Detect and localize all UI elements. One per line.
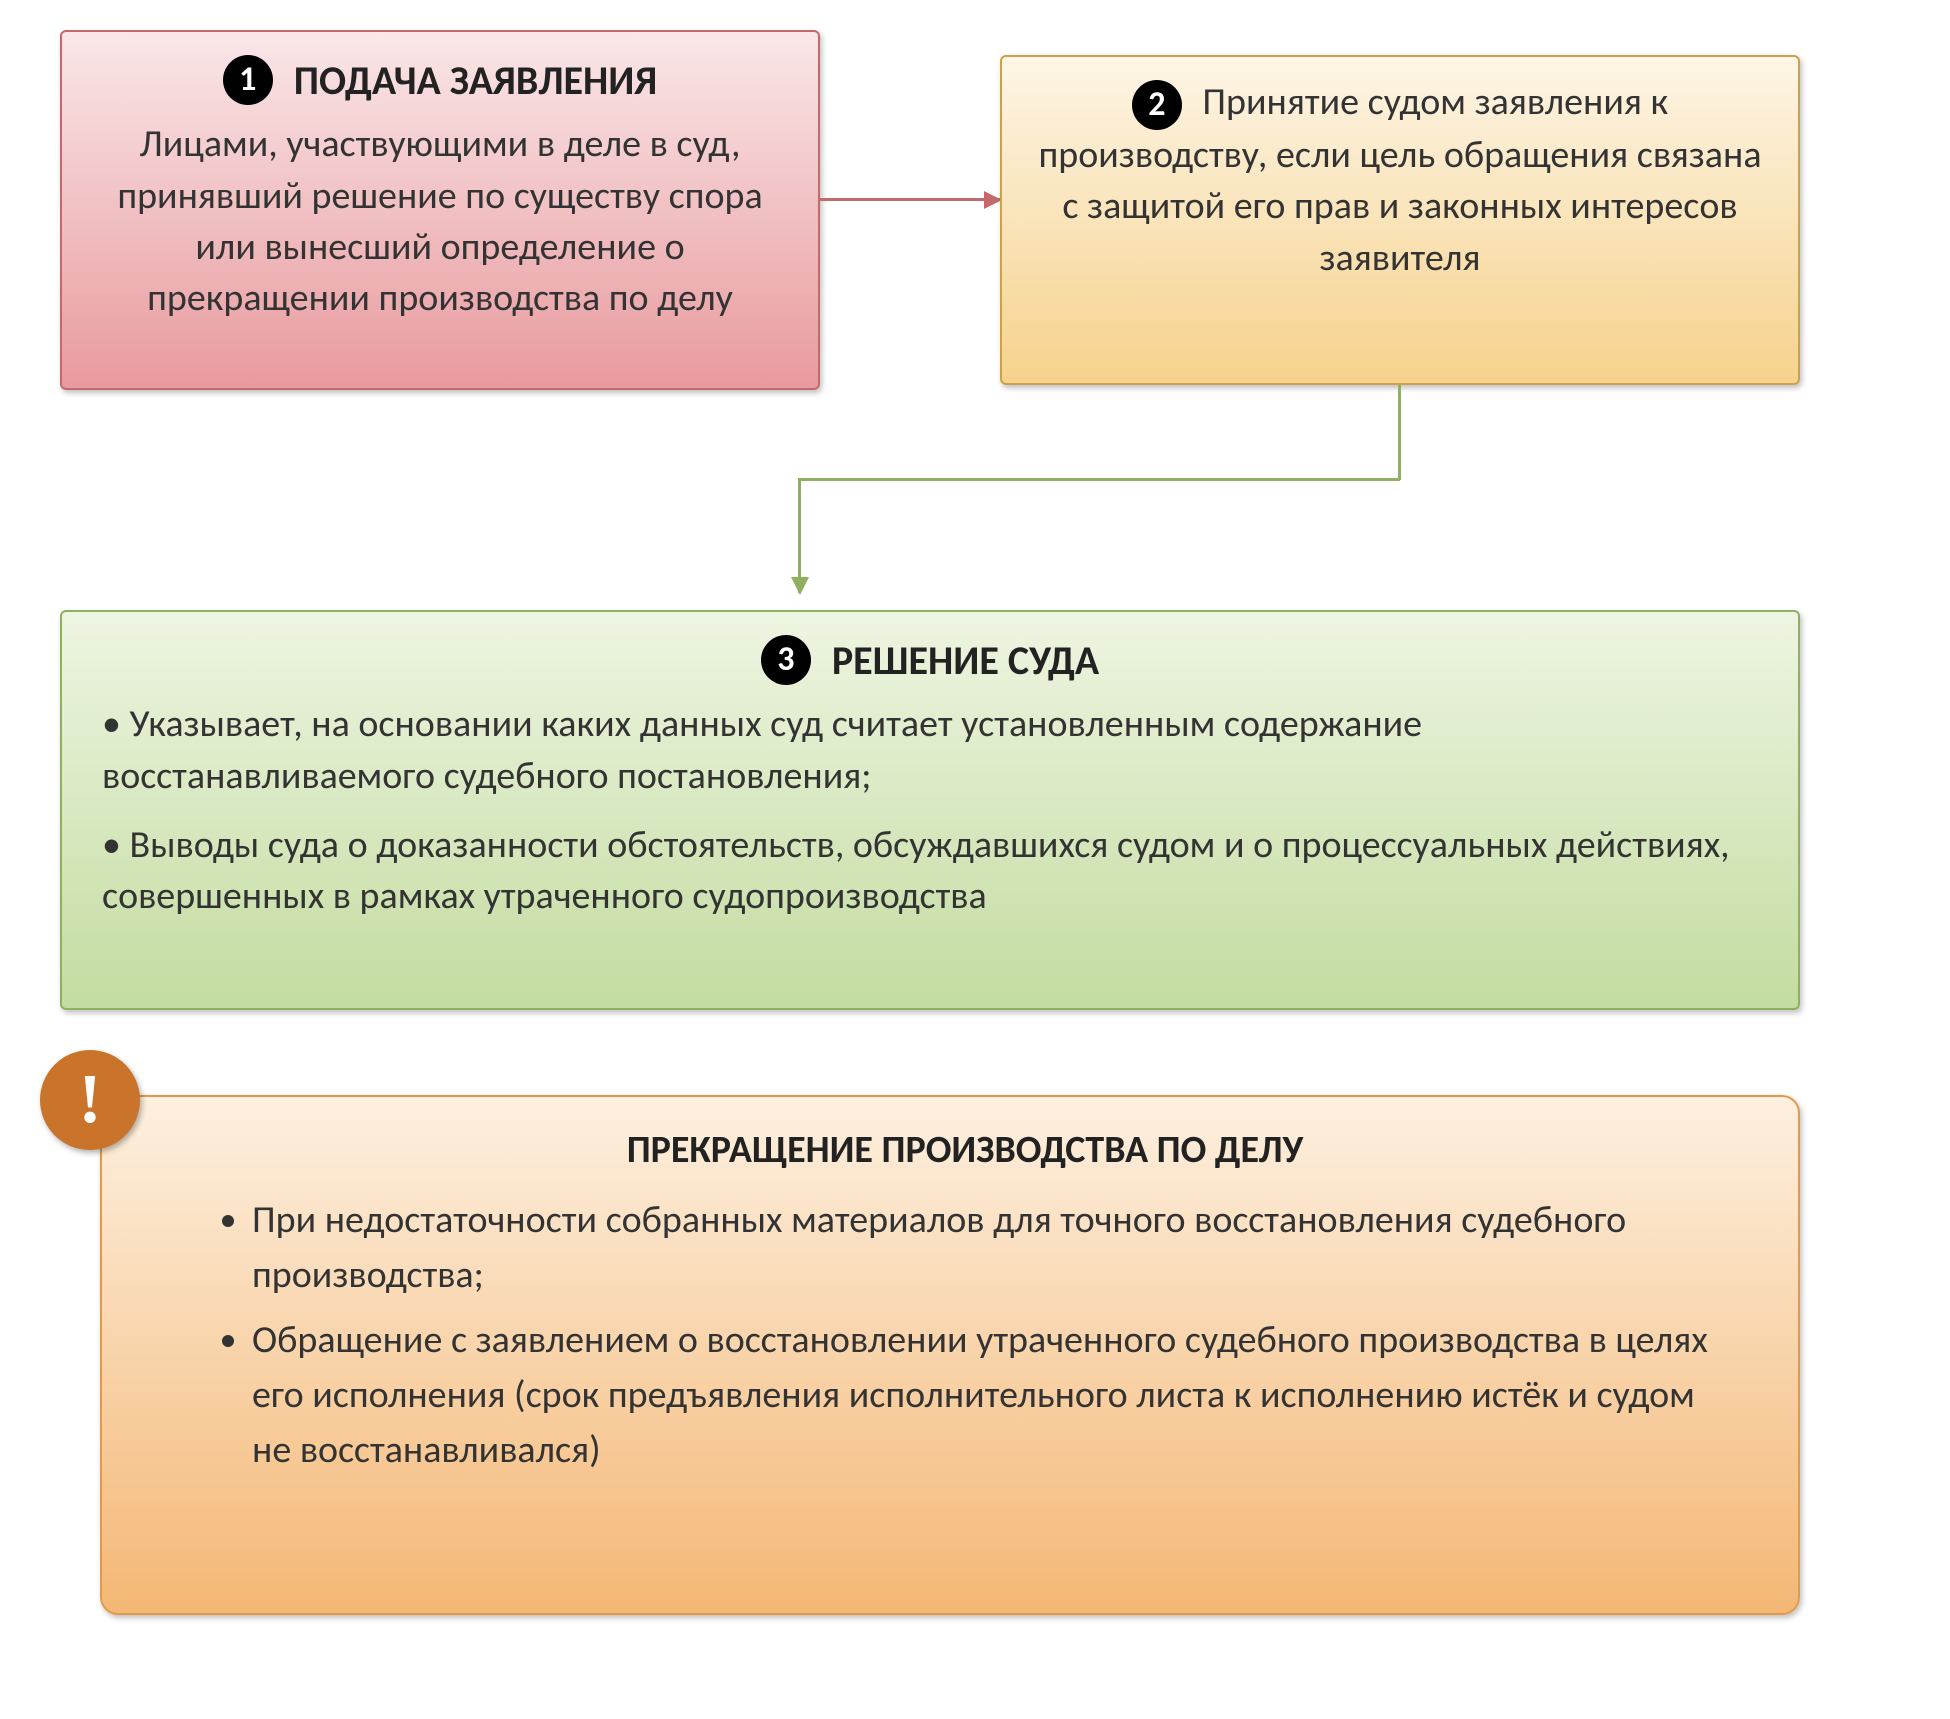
termination-bullet-2: Обращение с заявлением о восстановлении … — [252, 1313, 1738, 1478]
step-3-title-text: РЕШЕНИЕ СУДА — [832, 636, 1099, 685]
arrow-2-to-3-seg1 — [1398, 385, 1401, 480]
step-3-bullet-2-text: Выводы суда о доказанности обстоятельств… — [102, 822, 1730, 919]
arrow-1-to-2 — [820, 198, 1000, 201]
step-1-title-text: ПОДАЧА ЗАЯВЛЕНИЯ — [294, 56, 658, 105]
step-3-title: 3 РЕШЕНИЕ СУДА — [102, 632, 1758, 685]
termination-bullet-1: При недостаточности собранных материалов… — [252, 1193, 1738, 1303]
arrow-2-to-3-seg3 — [798, 478, 801, 593]
termination-list: При недостаточности собранных материалов… — [192, 1193, 1738, 1478]
arrow-2-to-3-seg2 — [800, 478, 1400, 481]
step-2-box: 2 Принятие судом заявления к производств… — [1000, 55, 1800, 385]
step-1-box: 1 ПОДАЧА ЗАЯВЛЕНИЯ Лицами, участвующими … — [60, 30, 820, 390]
step-3-number-icon: 3 — [761, 635, 811, 685]
step-1-number-icon: 1 — [223, 55, 273, 105]
step-1-title: 1 ПОДАЧА ЗАЯВЛЕНИЯ — [92, 52, 788, 105]
exclamation-icon: ! — [40, 1050, 140, 1150]
step-1-body: Лицами, участвующими в деле в суд, приня… — [92, 119, 788, 324]
step-3-bullet-2: • Выводы суда о доказанности обстоятельс… — [102, 820, 1758, 923]
step-2-body: 2 Принятие судом заявления к производств… — [1032, 77, 1768, 284]
step-2-number-icon: 2 — [1132, 80, 1182, 130]
step-3-box: 3 РЕШЕНИЕ СУДА • Указывает, на основании… — [60, 610, 1800, 1010]
termination-title: ПРЕКРАЩЕНИЕ ПРОИЗВОДСТВА ПО ДЕЛУ — [192, 1127, 1738, 1173]
step-3-bullet-1: • Указывает, на основании каких данных с… — [102, 699, 1758, 802]
termination-box: ПРЕКРАЩЕНИЕ ПРОИЗВОДСТВА ПО ДЕЛУ При нед… — [100, 1095, 1800, 1615]
step-3-bullet-1-text: Указывает, на основании каких данных суд… — [102, 701, 1422, 798]
